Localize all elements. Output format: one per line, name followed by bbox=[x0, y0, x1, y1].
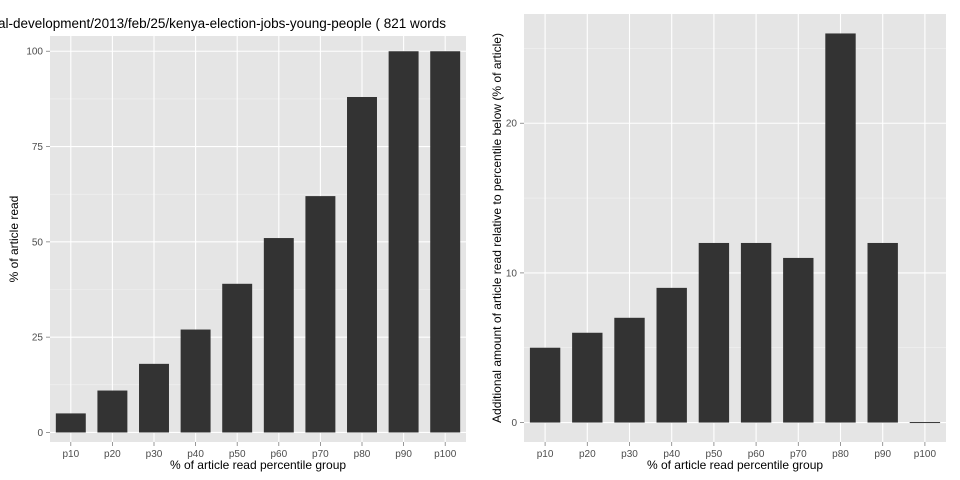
chart-left-bar-p100 bbox=[430, 51, 461, 433]
chart-left-x-tick-label: p30 bbox=[146, 449, 163, 460]
chart-left-x-tick-label: p100 bbox=[434, 449, 457, 460]
chart-right-bar-p100 bbox=[909, 422, 941, 424]
chart-left-x-tick-label: p50 bbox=[229, 449, 246, 460]
chart-right-x-tick-label: p10 bbox=[537, 449, 554, 460]
chart-right-y-tick-label: 0 bbox=[511, 418, 517, 429]
chart-right-x-axis-title: % of article read percentile group bbox=[647, 458, 823, 472]
chart-left-x-axis-title: % of article read percentile group bbox=[170, 458, 346, 472]
chart-left-bar-p30 bbox=[139, 363, 169, 433]
chart-right-y-axis-title: Additional amount of article read relati… bbox=[490, 33, 504, 423]
chart-right-bar-p10 bbox=[529, 347, 561, 423]
chart-right-x-tick-label: p50 bbox=[706, 449, 723, 460]
chart-right: 0 10 20 p10 p20 p30 p40 p50 p60 p70 p80 p90 p100 % … bbox=[490, 14, 946, 472]
chart-right-x-tick-label: p90 bbox=[874, 449, 891, 460]
chart-right-bars bbox=[529, 33, 941, 424]
chart-left-bar-p90 bbox=[388, 51, 419, 433]
chart-left-y-ticks: 0 25 50 75 100 bbox=[26, 47, 50, 439]
chart-left-bar-p80 bbox=[347, 96, 377, 433]
chart-right-bar-p40 bbox=[656, 287, 687, 423]
chart-left-x-tick-label: p60 bbox=[270, 449, 287, 460]
chart-left-y-tick-label: 75 bbox=[32, 142, 44, 153]
chart-left-x-tick-label: p20 bbox=[104, 449, 121, 460]
chart-left-bar-p10 bbox=[55, 413, 86, 433]
chart-right-x-tick-label: p70 bbox=[790, 449, 807, 460]
chart-left-y-tick-label: 25 bbox=[32, 333, 44, 344]
chart-left-x-tick-label: p10 bbox=[62, 449, 79, 460]
chart-right-bar-p70 bbox=[783, 257, 814, 423]
chart-left-x-tick-label: p40 bbox=[187, 449, 204, 460]
chart-left-x-tick-label: p80 bbox=[354, 449, 371, 460]
chart-left-bar-p70 bbox=[305, 196, 336, 433]
chart-left-title: al-development/2013/feb/25/kenya-electio… bbox=[0, 16, 446, 31]
chart-left-x-ticks: p10 p20 p30 p40 p50 p60 p70 p80 p90 p100 bbox=[62, 442, 457, 460]
chart-right-x-tick-label: p80 bbox=[832, 449, 849, 460]
chart-left-y-axis-title: % of article read bbox=[7, 196, 21, 283]
chart-left-bar-p20 bbox=[97, 390, 128, 433]
chart-right-y-tick-label: 20 bbox=[506, 119, 518, 130]
chart-right-bar-p90 bbox=[867, 242, 898, 423]
chart-left-bar-p50 bbox=[222, 283, 253, 433]
chart-left-x-tick-label: p70 bbox=[312, 449, 329, 460]
chart-right-bar-p30 bbox=[614, 317, 645, 423]
chart-right-bar-p80 bbox=[825, 33, 856, 423]
chart-right-bar-p50 bbox=[698, 242, 730, 423]
chart-left-bar-p60 bbox=[263, 238, 294, 433]
chart-right-x-tick-label: p30 bbox=[621, 449, 638, 460]
chart-right-x-ticks: p10 p20 p30 p40 p50 p60 p70 p80 p90 p100 bbox=[537, 442, 937, 460]
chart-left-y-tick-label: 100 bbox=[26, 47, 43, 58]
chart-left-bar-p40 bbox=[180, 329, 211, 433]
chart-right-y-ticks: 0 10 20 bbox=[506, 119, 524, 429]
chart-right-x-tick-label: p100 bbox=[914, 449, 937, 460]
chart-right-bar-p60 bbox=[740, 242, 772, 423]
chart-right-x-tick-label: p40 bbox=[663, 449, 680, 460]
chart-left-x-tick-label: p90 bbox=[395, 449, 412, 460]
chart-left-y-tick-label: 50 bbox=[32, 237, 44, 248]
chart-right-x-tick-label: p20 bbox=[579, 449, 596, 460]
chart-right-y-tick-label: 10 bbox=[506, 268, 518, 279]
chart-right-bar-p20 bbox=[572, 332, 603, 423]
chart-right-x-tick-label: p60 bbox=[748, 449, 765, 460]
chart-left-y-tick-label: 0 bbox=[37, 428, 43, 439]
chart-left-bars bbox=[55, 51, 461, 433]
